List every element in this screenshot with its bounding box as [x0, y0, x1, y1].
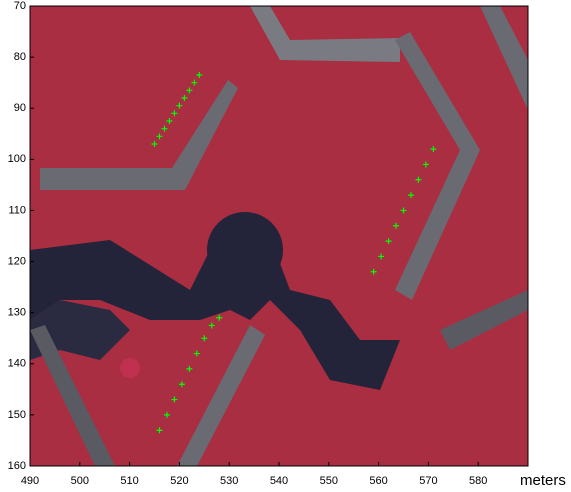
y-tick-label: 70: [14, 0, 26, 12]
y-tick-label: 90: [14, 102, 26, 114]
y-tick-label: 140: [8, 358, 26, 370]
x-tick-label: 500: [71, 475, 89, 487]
y-tick-label: 100: [8, 153, 26, 165]
x-tick-label: 560: [369, 475, 387, 487]
y-tick-label: 130: [8, 307, 26, 319]
x-tick-label: 490: [21, 475, 39, 487]
x-tick-label: 510: [120, 475, 138, 487]
x-tick-label: 520: [170, 475, 188, 487]
x-tick-label: 580: [469, 475, 487, 487]
chart: meters 490 500 510 520 530 540 550 560 570 580 70 8…: [0, 0, 571, 492]
x-tick-label: 530: [220, 475, 238, 487]
y-tick-label: 150: [8, 409, 26, 421]
y-tick-label: 110: [8, 204, 26, 216]
y-tick-label: 120: [8, 255, 26, 267]
page: {"chart_data": {"type": "scatter", "x_la…: [0, 0, 571, 492]
y-tick-label: 80: [14, 51, 26, 63]
image: [30, 6, 528, 470]
x-tick-label: 540: [270, 475, 288, 487]
y-tick-label: 160: [8, 460, 26, 472]
x-tick-label: 550: [320, 475, 338, 487]
x-tick-label: 570: [419, 475, 437, 487]
x-axis-label: meters: [520, 472, 566, 489]
